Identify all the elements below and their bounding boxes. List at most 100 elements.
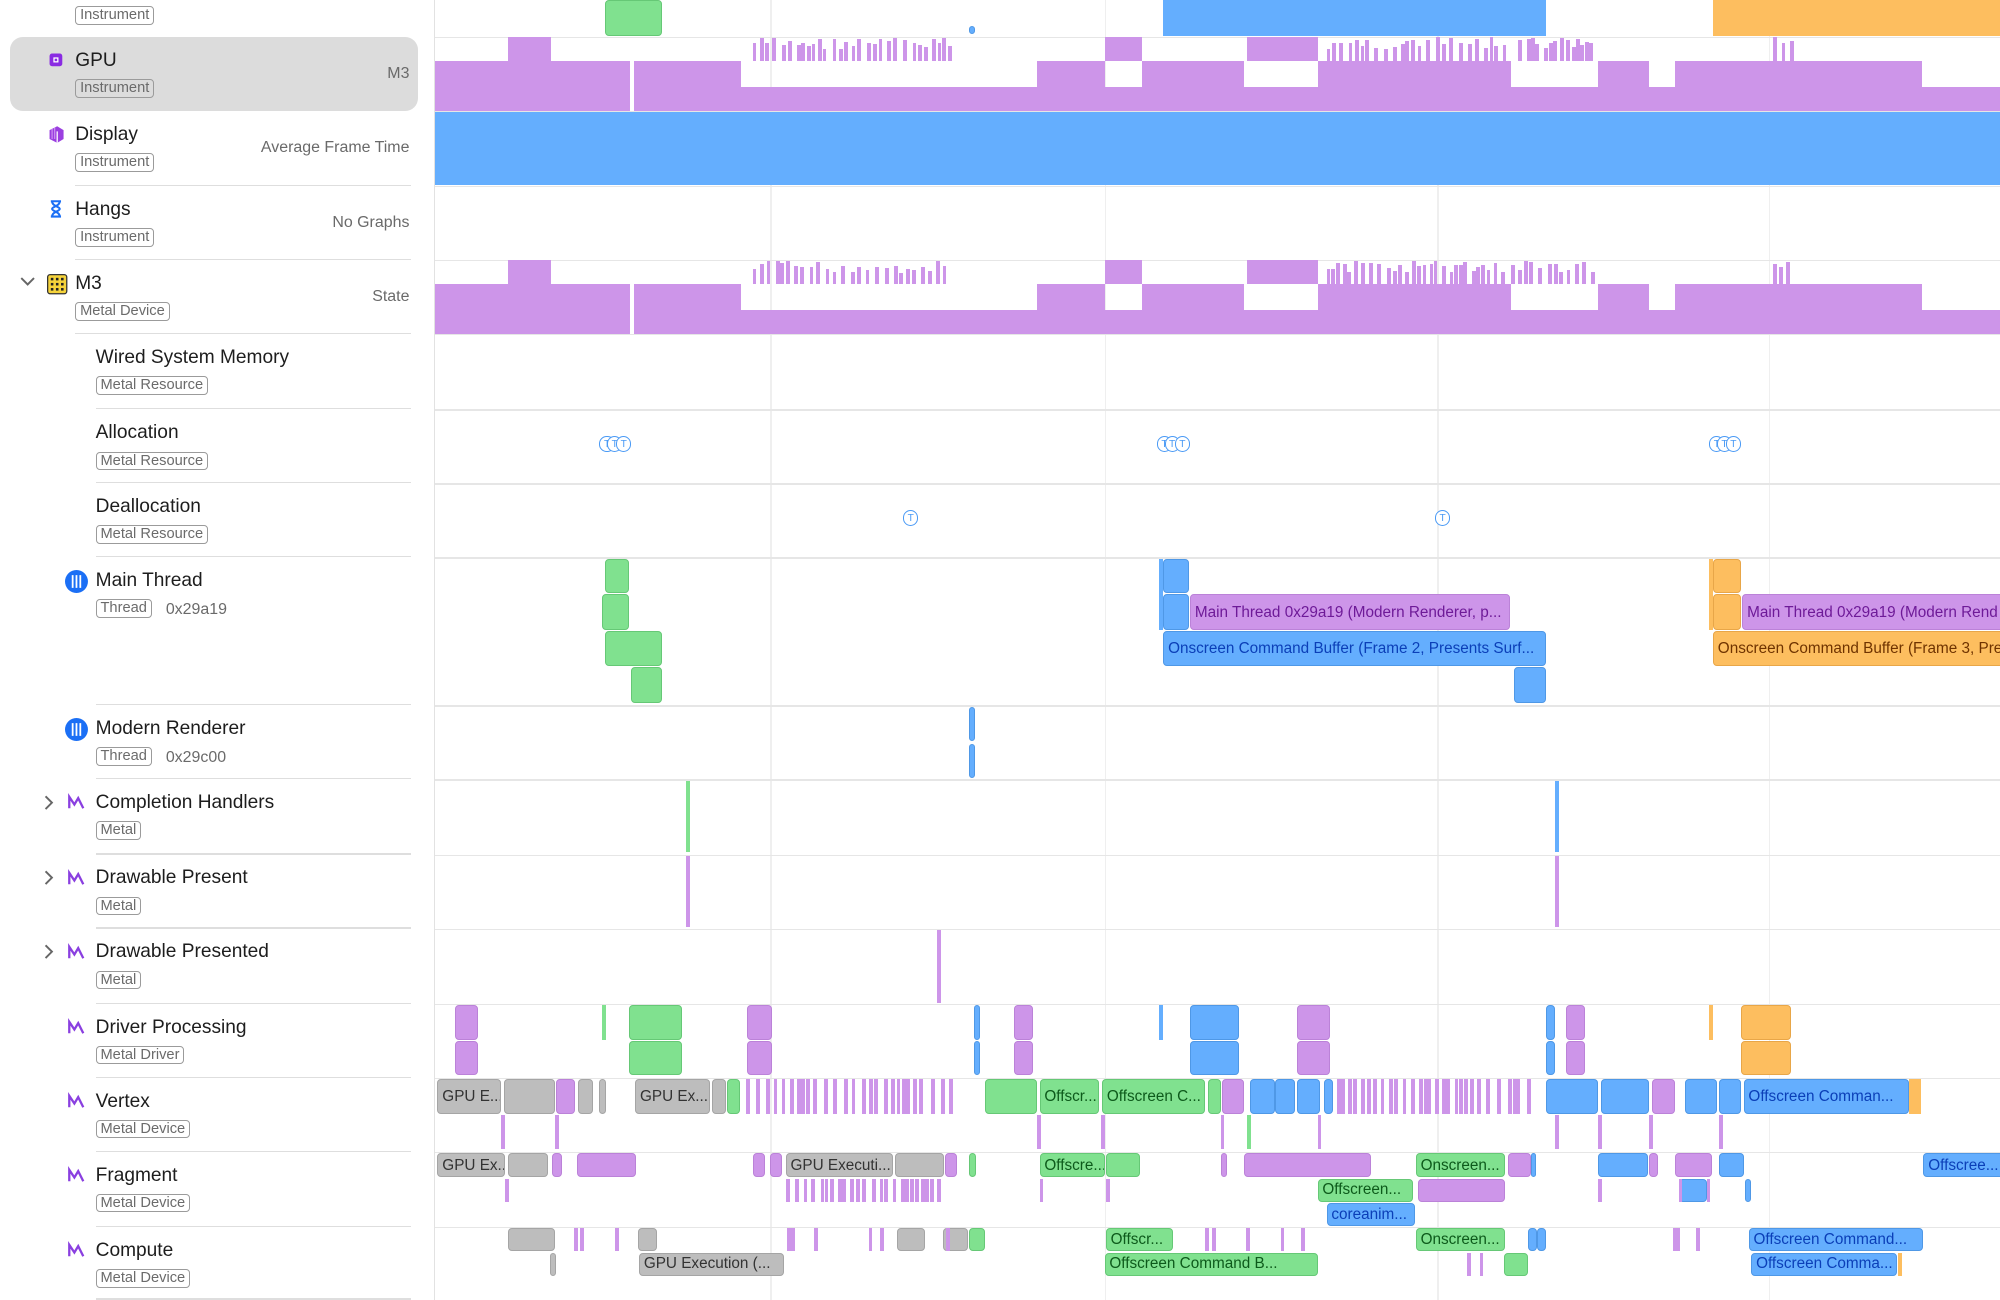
timeline-interval[interactable] xyxy=(873,1079,878,1114)
timeline-interval[interactable] xyxy=(984,1079,1037,1114)
signpost-pin-icon[interactable]: T xyxy=(903,510,919,526)
timeline-interval[interactable] xyxy=(1207,1079,1221,1114)
timeline-interval[interactable] xyxy=(812,1079,817,1114)
timeline-interval[interactable] xyxy=(1323,1079,1333,1114)
timeline-interval[interactable] xyxy=(1100,1114,1105,1150)
timeline-interval[interactable] xyxy=(501,1114,506,1150)
timeline-interval[interactable] xyxy=(776,261,780,285)
timeline-interval[interactable] xyxy=(1247,1114,1252,1150)
track-row-compute[interactable]: Compute Metal Device xyxy=(0,1227,434,1300)
timeline-interval[interactable] xyxy=(1463,261,1468,285)
track-row-driver-processing[interactable]: Driver Processing Metal Driver xyxy=(0,1004,434,1078)
timeline-interval[interactable] xyxy=(1709,558,1713,631)
timeline-interval[interactable] xyxy=(885,268,890,285)
timeline-interval[interactable] xyxy=(1514,667,1546,703)
timeline-interval[interactable] xyxy=(773,1079,778,1114)
timeline-interval[interactable] xyxy=(1458,42,1463,62)
timeline-interval[interactable] xyxy=(577,284,594,310)
timeline-interval-f5[interactable]: Offscree... xyxy=(1923,1153,2000,1178)
timeline-interval[interactable] xyxy=(1454,1079,1459,1114)
timeline-interval[interactable] xyxy=(554,1114,559,1150)
timeline-interval[interactable] xyxy=(1373,47,1378,62)
timeline-interval[interactable] xyxy=(1475,267,1480,285)
timeline-interval[interactable] xyxy=(637,1228,657,1252)
timeline-interval-v5[interactable]: Offscreen Comman... xyxy=(1743,1079,1910,1114)
timeline-interval[interactable] xyxy=(1673,1228,1678,1252)
track-row-hangs[interactable]: Hangs Instrument No Graphs xyxy=(0,186,434,261)
timeline-interval[interactable] xyxy=(865,270,870,285)
timeline-interval[interactable] xyxy=(825,268,830,285)
timeline-interval[interactable] xyxy=(1468,44,1473,62)
timeline-interval[interactable] xyxy=(1566,39,1570,62)
timeline-interval[interactable] xyxy=(940,1079,945,1114)
timeline-interval[interactable] xyxy=(1744,1178,1751,1202)
timeline-interval[interactable] xyxy=(1388,1079,1393,1114)
timeline-interval[interactable] xyxy=(1517,39,1522,62)
track-row-main-thread[interactable]: Main Thread Thread 0x29a19 xyxy=(0,557,434,706)
timeline-area[interactable]: TTTTTTTTTTTMain Thread 0x29a19 (Modern R… xyxy=(434,0,2000,1300)
timeline-interval[interactable] xyxy=(604,558,629,594)
timeline-interval[interactable] xyxy=(1393,46,1398,62)
timeline-interval[interactable] xyxy=(1554,855,1559,928)
timeline-interval[interactable] xyxy=(936,260,941,285)
timeline-interval[interactable] xyxy=(556,61,576,87)
timeline-interval[interactable] xyxy=(857,39,862,62)
timeline-interval[interactable] xyxy=(631,667,662,703)
timeline-interval[interactable] xyxy=(1574,263,1579,285)
timeline-interval[interactable] xyxy=(711,1079,726,1114)
timeline-interval[interactable] xyxy=(434,112,2000,185)
timeline-interval-c1[interactable]: GPU Execution (... xyxy=(639,1252,785,1276)
timeline-interval[interactable] xyxy=(796,1079,801,1114)
timeline-interval[interactable] xyxy=(1909,1079,1921,1114)
timeline-interval[interactable] xyxy=(1772,37,1777,62)
timeline-interval[interactable] xyxy=(900,1178,905,1202)
timeline-interval[interactable] xyxy=(1790,41,1794,62)
track-row-gpu[interactable]: GPU Instrument M3 xyxy=(0,36,434,111)
timeline-interval[interactable] xyxy=(580,1228,585,1252)
timeline-interval[interactable] xyxy=(948,45,953,62)
timeline-interval[interactable] xyxy=(896,1228,925,1252)
timeline-interval[interactable] xyxy=(1427,1079,1432,1114)
timeline-interval[interactable] xyxy=(833,1079,838,1114)
timeline-interval[interactable] xyxy=(1649,1114,1654,1150)
timeline-interval[interactable] xyxy=(1354,260,1359,285)
timeline-interval[interactable] xyxy=(850,1178,855,1202)
timeline-interval-f7[interactable]: coreanim... xyxy=(1326,1202,1415,1226)
timeline-interval[interactable] xyxy=(1598,284,1650,310)
timeline-interval[interactable] xyxy=(1484,48,1488,62)
timeline-interval[interactable] xyxy=(1411,39,1416,62)
timeline-interval[interactable] xyxy=(937,1178,942,1202)
timeline-interval[interactable] xyxy=(1512,1079,1517,1114)
timeline-interval[interactable] xyxy=(898,272,903,285)
timeline-interval[interactable] xyxy=(1405,41,1409,62)
track-row-m3[interactable]: M3 Metal Device State xyxy=(0,260,434,335)
timeline-interval[interactable] xyxy=(1511,265,1516,285)
track-row-fragment[interactable]: Fragment Metal Device xyxy=(0,1152,434,1228)
timeline-interval[interactable] xyxy=(1360,46,1365,62)
timeline-interval[interactable] xyxy=(1211,1228,1216,1252)
timeline-interval-f1[interactable]: GPU Ex... xyxy=(437,1153,506,1178)
timeline-interval[interactable] xyxy=(1317,284,1512,310)
timeline-interval[interactable] xyxy=(1529,261,1534,285)
timeline-interval[interactable] xyxy=(1545,1040,1555,1076)
timeline-interval[interactable] xyxy=(1696,1228,1701,1252)
timeline-interval[interactable] xyxy=(903,40,907,62)
timeline-interval[interactable] xyxy=(1559,37,1564,62)
timeline-interval[interactable] xyxy=(599,1079,606,1114)
timeline-interval[interactable] xyxy=(1709,1005,1713,1040)
timeline-interval[interactable] xyxy=(1317,1114,1322,1150)
timeline-interval[interactable] xyxy=(1536,1228,1546,1252)
timeline-interval-c5[interactable]: Offscreen Command... xyxy=(1748,1228,1924,1252)
timeline-interval[interactable] xyxy=(1486,269,1491,285)
chevron-right-icon[interactable] xyxy=(43,944,56,964)
timeline-interval[interactable] xyxy=(781,44,786,62)
timeline-interval[interactable] xyxy=(1486,1079,1490,1114)
timeline-interval[interactable] xyxy=(851,1079,856,1114)
timeline-interval[interactable] xyxy=(781,1079,786,1114)
timeline-interval[interactable] xyxy=(434,61,632,87)
timeline-interval[interactable] xyxy=(1380,1079,1385,1114)
timeline-interval[interactable] xyxy=(840,266,845,285)
timeline-interval[interactable] xyxy=(1360,262,1365,285)
timeline-interval[interactable] xyxy=(1584,42,1589,62)
timeline-interval[interactable] xyxy=(1547,263,1552,285)
